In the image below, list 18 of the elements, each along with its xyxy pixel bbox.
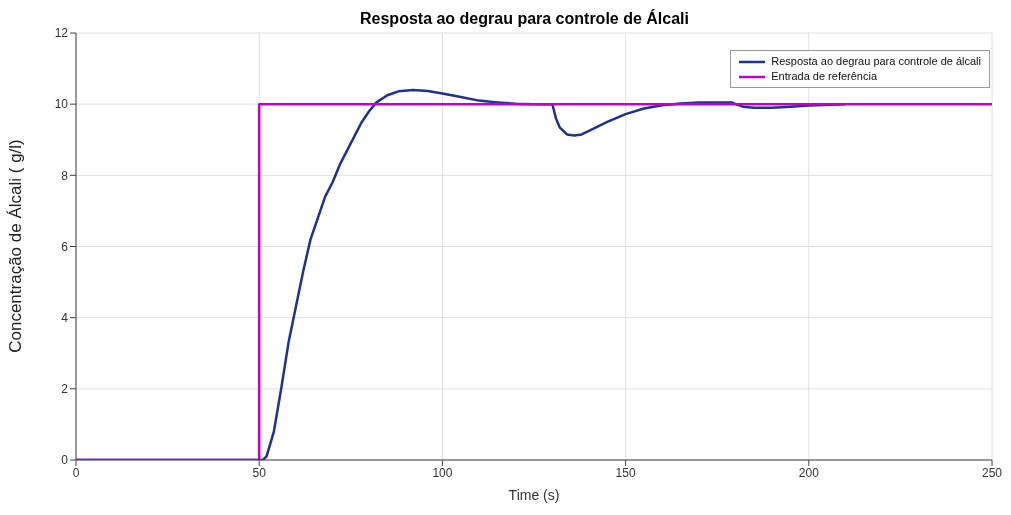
x-tick-label: 250 <box>981 465 1003 480</box>
x-tick-label: 150 <box>615 465 636 480</box>
x-tick-label: 50 <box>252 465 267 480</box>
y-tick-label: 4 <box>61 310 69 325</box>
legend-label: Entrada de referência <box>771 69 878 84</box>
legend-label: Resposta ao degrau para controle de álcali <box>771 54 981 69</box>
y-tick-label: 8 <box>61 168 69 183</box>
y-tick-label: 2 <box>61 382 69 397</box>
chart-title: Resposta ao degrau para controle de Álcali <box>359 10 690 28</box>
y-tick-label: 12 <box>54 26 69 41</box>
y-axis-title: Concentração de Álcali ( g/l) <box>6 138 26 355</box>
x-axis-title: Time (s) <box>508 487 560 503</box>
x-tick-label: 100 <box>432 465 453 480</box>
y-tick-label: 0 <box>61 453 69 468</box>
y-tick-label: 10 <box>54 97 69 112</box>
x-tick-label: 0 <box>72 465 80 480</box>
x-tick-label: 200 <box>798 465 820 480</box>
y-tick-label: 6 <box>61 239 69 254</box>
